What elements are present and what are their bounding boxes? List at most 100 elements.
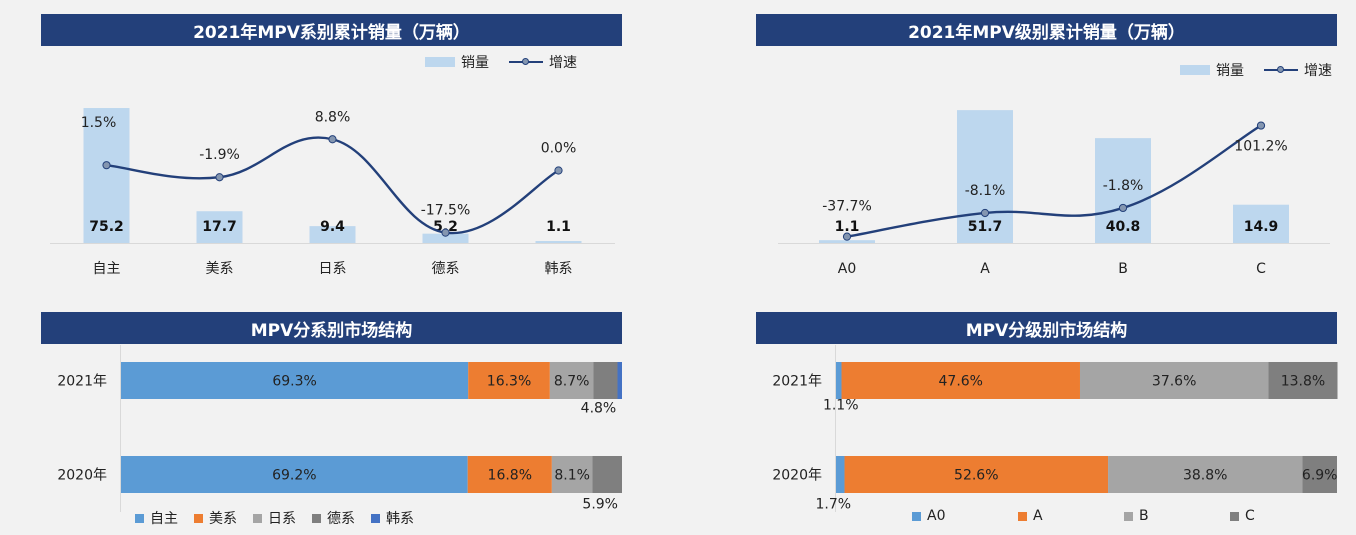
growth-point [1256, 121, 1266, 130]
category-tick-label: B [1118, 261, 1128, 277]
legend-item: 美系 [194, 508, 237, 528]
growth-data-label: -1.8% [1103, 178, 1144, 194]
legend-swatch [312, 513, 321, 523]
sales-bar [535, 241, 582, 243]
sales-bar [422, 233, 469, 243]
legend-swatch [253, 513, 262, 523]
segment-data-label: 16.8% [488, 468, 532, 484]
chart-title-brand-sales: 2021年MPV系别累计销量（万辆） [41, 14, 622, 46]
stacked-segment-德系 [593, 362, 618, 399]
category-tick-label: C [1256, 261, 1266, 277]
growth-data-label: -37.7% [822, 199, 872, 215]
growth-data-label: 8.8% [315, 109, 351, 125]
legend-swatch [135, 513, 144, 523]
row-tick-label: 2021年 [772, 374, 822, 390]
segment-data-label: 6.9% [1302, 468, 1338, 484]
legend-label: 自主 [150, 511, 178, 527]
legend-swatch [194, 513, 203, 523]
segment-data-label: 1.1% [823, 398, 859, 414]
sales-bar [1233, 204, 1289, 243]
stacked-segment-自主 [121, 362, 469, 399]
legend-brand-structure: 自主 美系 日系 德系 韩系 [135, 508, 424, 528]
growth-data-label: 0.0% [541, 141, 577, 157]
stacked-segment-日系 [549, 362, 594, 399]
sales-data-label: 75.2 [89, 219, 124, 235]
growth-data-label: -8.1% [965, 183, 1006, 199]
stacked-segment-B [1079, 362, 1269, 399]
stacked-segment-A0 [836, 456, 845, 493]
legend-item: 德系 [312, 508, 355, 528]
legend-label-sales: 销量 [461, 55, 489, 71]
segment-data-label: 8.1% [554, 468, 590, 484]
growth-data-label: 101.2% [1234, 139, 1287, 155]
stacked-segment-日系 [551, 456, 593, 493]
segment-data-label: 69.2% [272, 468, 316, 484]
sales-bar [196, 211, 243, 243]
segment-data-label: 8.7% [554, 374, 590, 390]
growth-data-label: -1.9% [199, 147, 240, 163]
legend-label: 韩系 [386, 511, 414, 527]
stacked-segment-德系 [592, 456, 622, 493]
growth-point [842, 232, 852, 241]
growth-data-label: -17.5% [421, 203, 471, 219]
growth-point [554, 166, 563, 175]
segment-data-label: 69.3% [272, 374, 316, 390]
segment-data-label: 13.8% [1281, 374, 1325, 390]
legend-label-growth: 增速 [549, 55, 577, 71]
stacked-segment-C [1302, 456, 1337, 493]
legend-item: 日系 [253, 508, 296, 528]
stacked-segment-美系 [467, 456, 552, 493]
legend-swatch [1230, 511, 1239, 521]
legend-item: 韩系 [371, 508, 414, 528]
category-tick-label: 韩系 [545, 261, 573, 277]
row-tick-label: 2020年 [772, 468, 822, 484]
growth-line [846, 124, 1262, 238]
legend-swatch [912, 511, 921, 521]
category-tick-label: A [980, 261, 990, 277]
sales-data-label: 51.7 [968, 219, 1003, 235]
row-tick-label: 2020年 [57, 468, 107, 484]
chart-title-class-structure: MPV分级别市场结构 [756, 312, 1337, 344]
legend-swatch-growth [1264, 66, 1298, 73]
legend-label: A [1033, 508, 1043, 524]
sales-bar [1095, 138, 1151, 243]
sales-data-label: 9.4 [320, 219, 345, 235]
chart-title-class-sales: 2021年MPV级别累计销量（万辆） [756, 14, 1337, 46]
legend-swatch-sales [1180, 65, 1210, 75]
sales-data-label: 1.1 [546, 219, 571, 235]
stacked-segment-美系 [468, 362, 550, 399]
legend-swatch [371, 513, 380, 523]
growth-point [328, 135, 337, 144]
row-tick-label: 2021年 [57, 374, 107, 390]
segment-data-label: 47.6% [939, 374, 983, 390]
legend-item: 自主 [135, 508, 178, 528]
growth-line [106, 136, 560, 235]
segment-data-label: 38.8% [1183, 468, 1227, 484]
legend-item: C [1230, 508, 1326, 524]
segment-data-label: 1.7% [815, 497, 851, 513]
legend-swatch [1124, 511, 1133, 521]
sales-data-label: 40.8 [1106, 219, 1141, 235]
growth-point [441, 228, 450, 237]
category-tick-label: 德系 [432, 261, 460, 277]
segment-data-label: 37.6% [1152, 374, 1196, 390]
legend-label-sales: 销量 [1216, 63, 1244, 79]
stacked-segment-B [1108, 456, 1303, 493]
growth-point [1118, 203, 1128, 213]
growth-point [215, 173, 224, 182]
stacked-segment-自主 [121, 456, 468, 493]
category-tick-label: A0 [838, 261, 856, 277]
legend-label: 日系 [268, 511, 296, 527]
sales-data-label: 1.1 [835, 219, 860, 235]
stacked-segment-A [844, 456, 1109, 493]
legend-brand-sales: 销量 增速 [425, 52, 577, 72]
legend-label: B [1139, 508, 1149, 524]
legend-label-growth: 增速 [1304, 63, 1332, 79]
category-tick-label: 美系 [206, 261, 234, 277]
stacked-segment-A [841, 362, 1080, 399]
stacked-segment-C [1268, 362, 1338, 399]
stacked-segment-A0 [836, 362, 842, 399]
growth-data-label: 1.5% [81, 115, 117, 131]
growth-point [102, 161, 111, 170]
